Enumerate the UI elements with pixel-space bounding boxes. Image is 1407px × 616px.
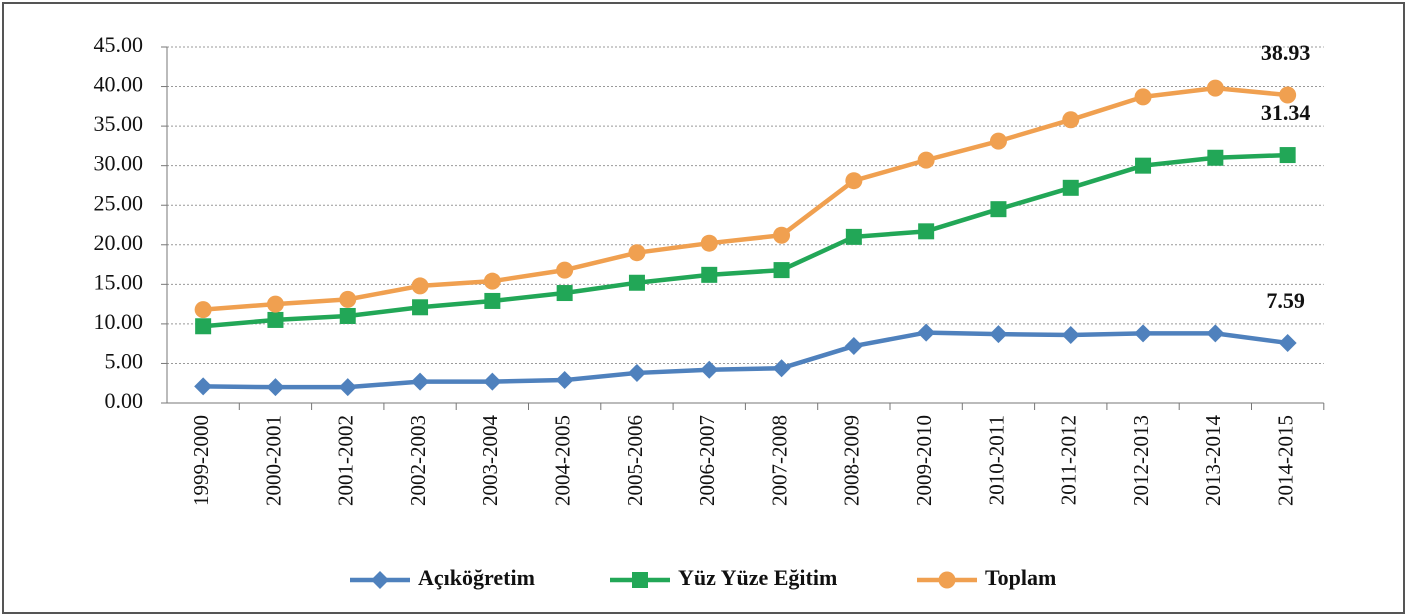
legend-marker bbox=[632, 572, 648, 588]
point bbox=[1206, 79, 1224, 97]
point bbox=[1134, 88, 1152, 106]
x-tick-label: 2009-2010 bbox=[912, 415, 936, 506]
point bbox=[989, 132, 1007, 150]
x-tick-label: 2007-2008 bbox=[767, 415, 791, 506]
series: 7.59 bbox=[194, 288, 1305, 397]
x-tick-label: 2010-2011 bbox=[984, 415, 1008, 505]
point bbox=[701, 266, 718, 283]
point bbox=[1279, 147, 1296, 164]
y-tick-label: 30.00 bbox=[94, 151, 144, 176]
point bbox=[628, 244, 646, 262]
line bbox=[203, 330, 1288, 390]
point bbox=[918, 223, 935, 240]
series: 38.93 bbox=[194, 40, 1311, 319]
point bbox=[194, 301, 212, 319]
point bbox=[483, 372, 502, 391]
x-tick-label: 2011-2012 bbox=[1057, 415, 1081, 505]
point bbox=[628, 274, 645, 291]
point bbox=[1134, 324, 1153, 343]
point bbox=[917, 323, 936, 342]
y-tick-label: 0.00 bbox=[105, 388, 144, 413]
point bbox=[989, 325, 1008, 344]
point bbox=[339, 290, 357, 308]
legend-marker bbox=[371, 571, 389, 589]
y-tick-label: 25.00 bbox=[94, 190, 144, 215]
point bbox=[773, 226, 791, 244]
line bbox=[202, 85, 1288, 312]
point bbox=[1279, 86, 1297, 104]
x-tick-label: 2002-2003 bbox=[406, 415, 430, 506]
point bbox=[556, 285, 573, 302]
point bbox=[483, 272, 501, 290]
series: 31.34 bbox=[195, 100, 1311, 335]
point bbox=[1062, 111, 1080, 129]
legend-label: Toplam bbox=[985, 565, 1056, 590]
point bbox=[339, 307, 356, 324]
point bbox=[845, 172, 863, 190]
point bbox=[627, 363, 646, 382]
x-tick-label: 2012-2013 bbox=[1129, 415, 1153, 506]
point bbox=[1062, 179, 1079, 196]
legend-label: Yüz Yüze Eğitim bbox=[678, 565, 837, 590]
point bbox=[266, 295, 284, 313]
y-tick-label: 10.00 bbox=[94, 309, 144, 334]
point bbox=[1207, 149, 1224, 166]
x-tick-label: 2014-2015 bbox=[1273, 415, 1297, 506]
point bbox=[844, 337, 863, 356]
point bbox=[338, 378, 357, 397]
point bbox=[411, 277, 429, 295]
point bbox=[1278, 333, 1297, 352]
x-tick-label: 2005-2006 bbox=[623, 415, 647, 506]
point bbox=[990, 201, 1007, 218]
x-tick-label: 2001-2002 bbox=[334, 415, 358, 506]
data-label: 38.93 bbox=[1261, 40, 1311, 65]
y-tick-label: 35.00 bbox=[94, 111, 144, 136]
x-tick-label: 2004-2005 bbox=[550, 415, 574, 506]
point bbox=[411, 372, 430, 391]
x-tick-label: 1999-2000 bbox=[189, 415, 213, 506]
point bbox=[484, 292, 501, 309]
point bbox=[195, 318, 212, 335]
point bbox=[266, 378, 285, 397]
x-tick-label: 2000-2001 bbox=[261, 415, 285, 506]
point bbox=[700, 360, 719, 379]
x-tick-label: 2003-2004 bbox=[478, 415, 502, 506]
y-tick-label: 40.00 bbox=[94, 72, 144, 97]
point bbox=[773, 262, 790, 279]
line bbox=[202, 152, 1288, 329]
point bbox=[1061, 325, 1080, 344]
y-tick-label: 20.00 bbox=[94, 230, 144, 255]
legend-marker bbox=[938, 571, 956, 589]
point bbox=[194, 377, 213, 396]
point bbox=[412, 299, 429, 316]
point bbox=[917, 151, 935, 169]
point bbox=[700, 234, 718, 252]
y-tick-label: 15.00 bbox=[94, 269, 144, 294]
point bbox=[772, 359, 791, 378]
point bbox=[556, 261, 574, 279]
point bbox=[1135, 157, 1152, 174]
y-tick-label: 5.00 bbox=[105, 348, 144, 373]
x-tick-label: 2008-2009 bbox=[840, 415, 864, 506]
x-tick-label: 2006-2007 bbox=[695, 415, 719, 506]
x-tick-label: 2013-2014 bbox=[1201, 415, 1225, 506]
point bbox=[845, 228, 862, 245]
point bbox=[555, 371, 574, 390]
point bbox=[1206, 324, 1225, 343]
legend-label: Açıköğretim bbox=[418, 565, 535, 590]
point bbox=[267, 311, 284, 328]
data-label: 31.34 bbox=[1261, 100, 1311, 125]
data-label: 7.59 bbox=[1266, 288, 1305, 313]
y-tick-label: 45.00 bbox=[94, 32, 144, 57]
